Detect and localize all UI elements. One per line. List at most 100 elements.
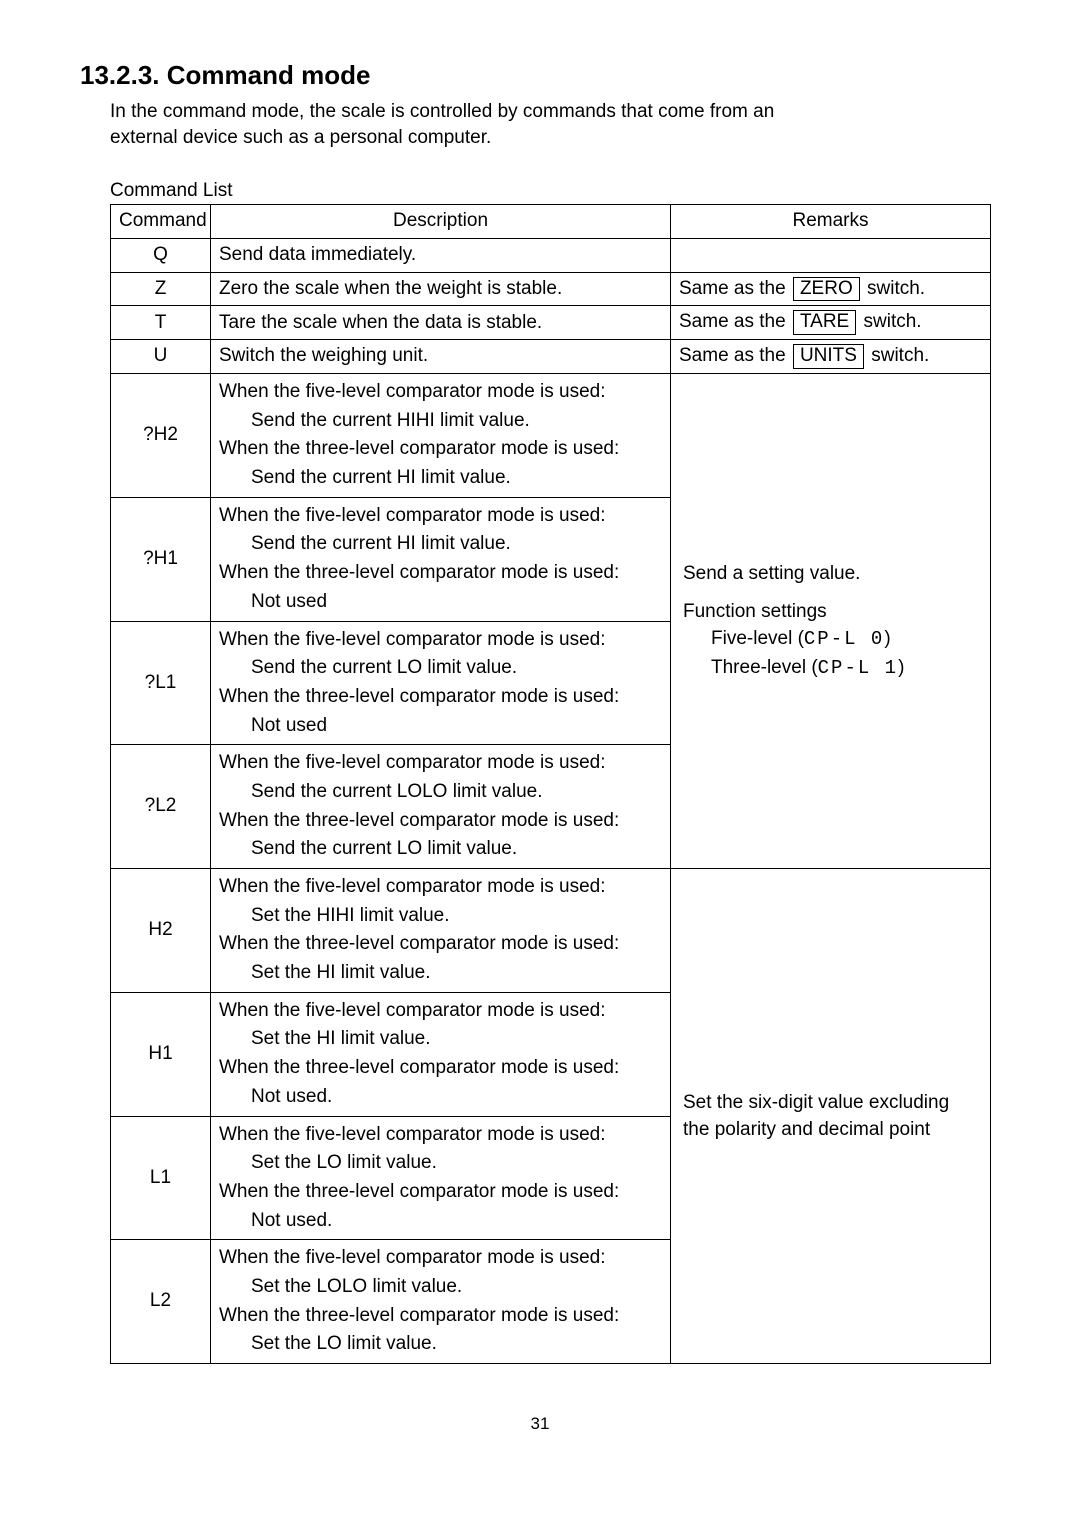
rem-u-post: switch.: [866, 345, 929, 366]
desc-ql1: When the five-level comparator mode is u…: [211, 621, 671, 745]
cmd-ql1: ?L1: [111, 621, 211, 745]
desc-u: Switch the weighing unit.: [211, 340, 671, 374]
l2-three-h: When the three-level comparator mode is …: [219, 1302, 662, 1331]
rg1-l4-pre: Three-level (: [711, 657, 818, 678]
rg1-line1: Send a setting value.: [683, 560, 978, 588]
h2-five-d: Set the HIHI limit value.: [219, 902, 662, 931]
desc-t: Tare the scale when the data is stable.: [211, 306, 671, 340]
qh1-five-h: When the five-level comparator mode is u…: [219, 502, 662, 531]
row-z: Z Zero the scale when the weight is stab…: [111, 272, 991, 306]
rg1-l3-seg: CP-L 0: [804, 628, 884, 650]
h2-three-h: When the three-level comparator mode is …: [219, 930, 662, 959]
rg1-line3: Five-level (CP-L 0): [683, 625, 978, 654]
rem-z: Same as the ZERO switch.: [671, 272, 991, 306]
l1-three-h: When the three-level comparator mode is …: [219, 1178, 662, 1207]
row-h2: H2 When the five-level comparator mode i…: [111, 869, 991, 993]
desc-qh1: When the five-level comparator mode is u…: [211, 497, 671, 621]
remarks-group-set-six-digit: Set the six-digit value excluding the po…: [671, 869, 991, 1364]
qh2-five-h: When the five-level comparator mode is u…: [219, 378, 662, 407]
row-q: Q Send data immediately.: [111, 238, 991, 272]
row-qh2: ?H2 When the five-level comparator mode …: [111, 374, 991, 498]
h1-three-d: Not used.: [219, 1083, 662, 1112]
l1-five-d: Set the LO limit value.: [219, 1149, 662, 1178]
table-header-row: Command Description Remarks: [111, 205, 991, 239]
rg1-l4-seg: CP-L 1: [818, 657, 898, 679]
intro-paragraph: In the command mode, the scale is contro…: [110, 99, 1000, 150]
rem-z-post: switch.: [862, 278, 925, 299]
cmd-l2: L2: [111, 1240, 211, 1364]
cmd-ql2: ?L2: [111, 745, 211, 869]
qh1-three-h: When the three-level comparator mode is …: [219, 559, 662, 588]
rem-z-pre: Same as the: [679, 278, 791, 299]
qh1-five-d: Send the current HI limit value.: [219, 530, 662, 559]
ql2-three-h: When the three-level comparator mode is …: [219, 807, 662, 836]
ql2-three-d: Send the current LO limit value.: [219, 835, 662, 864]
remarks-group-send-setting: Send a setting value. Function settings …: [671, 374, 991, 869]
cmd-qh2: ?H2: [111, 374, 211, 498]
h1-five-d: Set the HI limit value.: [219, 1025, 662, 1054]
rg1-line4: Three-level (CP-L 1): [683, 654, 978, 683]
desc-l2: When the five-level comparator mode is u…: [211, 1240, 671, 1364]
key-units: UNITS: [793, 344, 864, 369]
rg1-line2: Function settings: [683, 598, 978, 626]
page-number: 31: [80, 1414, 1000, 1434]
cmd-u: U: [111, 340, 211, 374]
l1-three-d: Not used.: [219, 1207, 662, 1236]
desc-h1: When the five-level comparator mode is u…: [211, 992, 671, 1116]
desc-ql2: When the five-level comparator mode is u…: [211, 745, 671, 869]
rem-q: [671, 238, 991, 272]
key-tare: TARE: [793, 310, 856, 335]
command-list-title: Command List: [110, 180, 1000, 202]
l2-five-h: When the five-level comparator mode is u…: [219, 1244, 662, 1273]
desc-q: Send data immediately.: [211, 238, 671, 272]
rem-t-pre: Same as the: [679, 311, 791, 332]
ql1-three-h: When the three-level comparator mode is …: [219, 683, 662, 712]
ql1-five-h: When the five-level comparator mode is u…: [219, 626, 662, 655]
rem-t-post: switch.: [858, 311, 921, 332]
intro-line-2: external device such as a personal compu…: [110, 127, 491, 148]
rem-u: Same as the UNITS switch.: [671, 340, 991, 374]
header-remarks: Remarks: [671, 205, 991, 239]
h1-three-h: When the three-level comparator mode is …: [219, 1054, 662, 1083]
qh2-five-d: Send the current HIHI limit value.: [219, 407, 662, 436]
cmd-h2: H2: [111, 869, 211, 993]
qh2-three-d: Send the current HI limit value.: [219, 464, 662, 493]
ql2-five-h: When the five-level comparator mode is u…: [219, 749, 662, 778]
qh1-three-d: Not used: [219, 588, 662, 617]
desc-l1: When the five-level comparator mode is u…: [211, 1116, 671, 1240]
desc-qh2: When the five-level comparator mode is u…: [211, 374, 671, 498]
h1-five-h: When the five-level comparator mode is u…: [219, 997, 662, 1026]
cmd-l1: L1: [111, 1116, 211, 1240]
row-u: U Switch the weighing unit. Same as the …: [111, 340, 991, 374]
ql2-five-d: Send the current LOLO limit value.: [219, 778, 662, 807]
cmd-z: Z: [111, 272, 211, 306]
l2-five-d: Set the LOLO limit value.: [219, 1273, 662, 1302]
desc-z: Zero the scale when the weight is stable…: [211, 272, 671, 306]
rg1-l3-post: ): [884, 628, 890, 649]
header-description: Description: [211, 205, 671, 239]
cmd-qh1: ?H1: [111, 497, 211, 621]
desc-h2: When the five-level comparator mode is u…: [211, 869, 671, 993]
cmd-t: T: [111, 306, 211, 340]
intro-line-1: In the command mode, the scale is contro…: [110, 101, 774, 122]
row-t: T Tare the scale when the data is stable…: [111, 306, 991, 340]
cmd-q: Q: [111, 238, 211, 272]
rg2-line2: the polarity and decimal point: [683, 1116, 978, 1144]
h2-three-d: Set the HI limit value.: [219, 959, 662, 988]
rg2-line1: Set the six-digit value excluding: [683, 1089, 978, 1117]
header-command: Command: [111, 205, 211, 239]
cmd-h1: H1: [111, 992, 211, 1116]
l1-five-h: When the five-level comparator mode is u…: [219, 1121, 662, 1150]
l2-three-d: Set the LO limit value.: [219, 1330, 662, 1359]
command-table: Command Description Remarks Q Send data …: [110, 204, 991, 1364]
rg1-l4-post: ): [898, 657, 904, 678]
ql1-five-d: Send the current LO limit value.: [219, 654, 662, 683]
key-zero: ZERO: [793, 277, 860, 302]
ql1-three-d: Not used: [219, 712, 662, 741]
rg1-l3-pre: Five-level (: [711, 628, 804, 649]
rem-u-pre: Same as the: [679, 345, 791, 366]
rem-t: Same as the TARE switch.: [671, 306, 991, 340]
section-heading: 13.2.3. Command mode: [80, 60, 1000, 91]
qh2-three-h: When the three-level comparator mode is …: [219, 435, 662, 464]
h2-five-h: When the five-level comparator mode is u…: [219, 873, 662, 902]
